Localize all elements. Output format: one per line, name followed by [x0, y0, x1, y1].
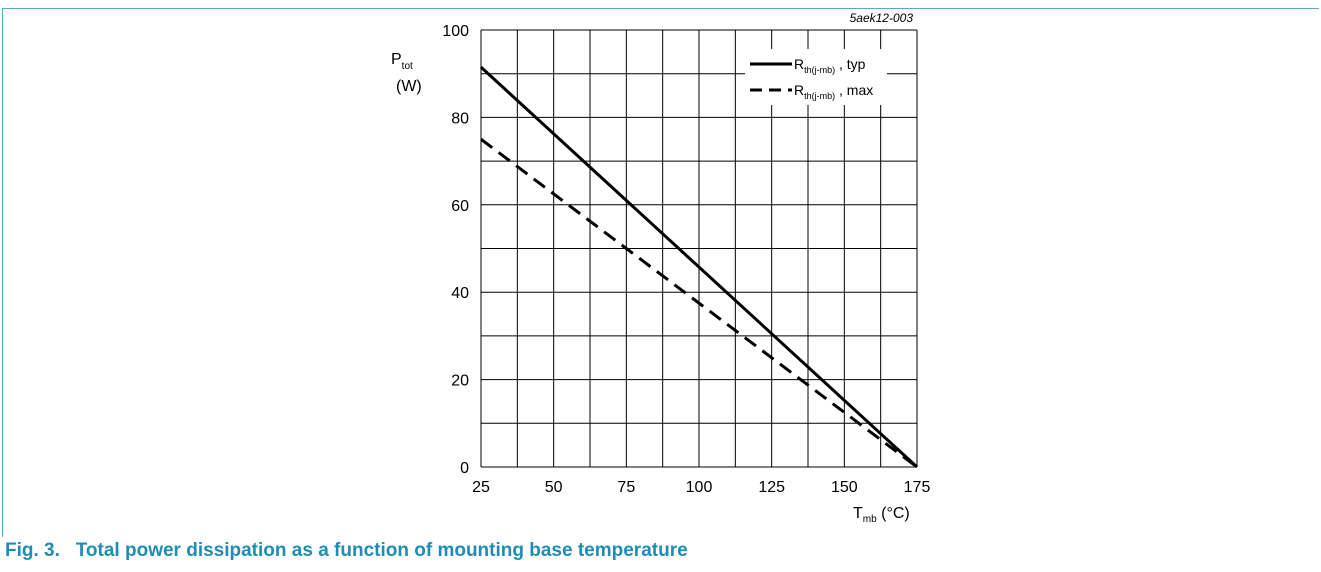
- figure-frame: [2, 8, 1319, 537]
- x-axis-label: Tmb (°C): [853, 505, 910, 525]
- series-line-dashed: [480, 138, 918, 469]
- x-tick-label: 100: [686, 479, 713, 496]
- y-tick-label: 80: [451, 110, 469, 127]
- x-tick-label: 25: [472, 479, 490, 496]
- legend-label: Rth(j-mb) , max: [794, 82, 873, 101]
- x-tick-label: 125: [758, 479, 785, 496]
- y-tick-label: 60: [451, 198, 469, 215]
- y-tick-label: 100: [442, 23, 469, 40]
- series-lines: [479, 66, 919, 469]
- tick-labels: 25 50 75 100 125 150 175 0 20 40 60 80 100: [442, 23, 930, 496]
- x-tick-label: 75: [617, 479, 635, 496]
- x-tick-label: 50: [545, 479, 563, 496]
- legend: Rth(j-mb) , typ Rth(j-mb) , max: [745, 49, 887, 105]
- series-line-solid: [479, 66, 919, 469]
- power-dissipation-chart: 25 50 75 100 125 150 175 0 20 40 60 80 100 Rth(j-mb)…: [391, 11, 930, 525]
- legend-background: [745, 49, 887, 105]
- y-axis-label: Ptot: [391, 51, 413, 72]
- figure-id: 5aek12-003: [850, 11, 914, 25]
- legend-label: Rth(j-mb) , typ: [794, 56, 866, 75]
- x-tick-label: 150: [831, 479, 858, 496]
- y-tick-label: 0: [460, 460, 469, 477]
- y-tick-label: 20: [451, 373, 469, 390]
- y-tick-label: 40: [451, 285, 469, 302]
- y-axis-unit: (W): [396, 78, 422, 95]
- x-tick-label: 175: [904, 479, 931, 496]
- figure-caption: Fig. 3. Total power dissipation as a fun…: [5, 540, 688, 561]
